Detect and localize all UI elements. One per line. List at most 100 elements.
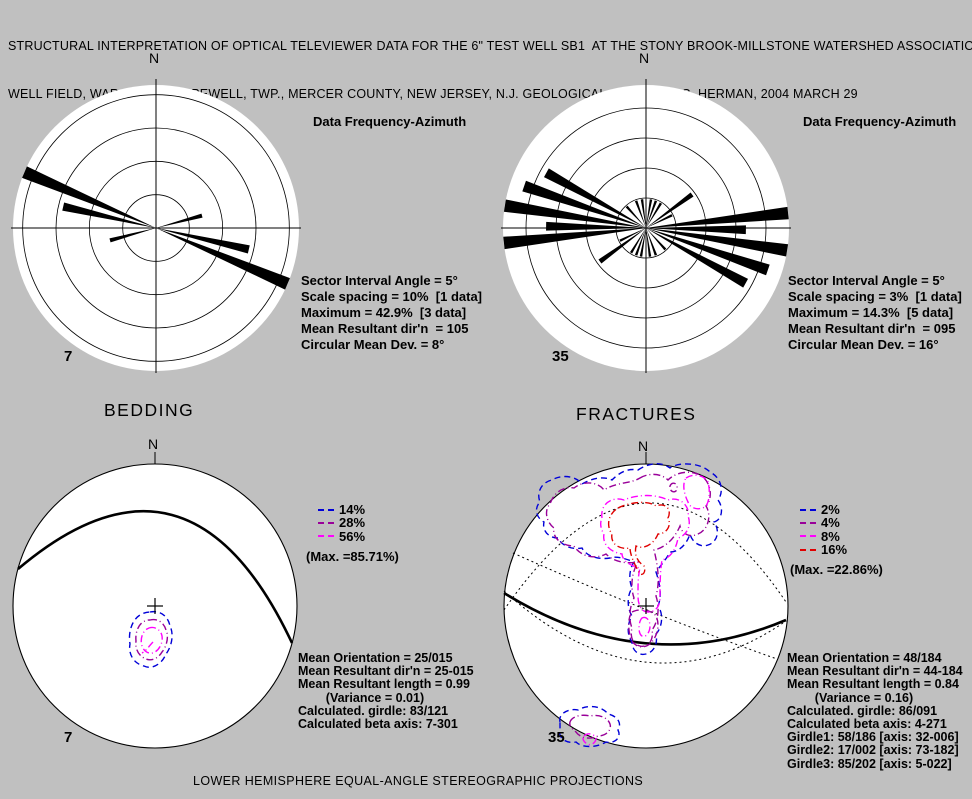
stat-line: Maximum = 14.3% [5 data]: [788, 305, 954, 320]
density-contour: [559, 705, 621, 748]
stat-line: Maximum = 42.9% [3 data]: [301, 305, 467, 320]
contour-dash-swatch: [318, 508, 334, 511]
rose-petal: [646, 200, 658, 228]
stat-line: Circular Mean Dev. = 8°: [301, 337, 445, 352]
density-contour: [135, 618, 169, 661]
legend-label: 14%: [339, 502, 366, 518]
rose-bedding-count: 7: [64, 348, 73, 365]
rose-petal: [646, 206, 789, 228]
density-contour: [582, 733, 597, 746]
density-contour: [128, 610, 173, 668]
rose-fractures-plot: [501, 79, 791, 373]
footer-caption: LOWER HEMISPHERE EQUAL-ANGLE STEREOGRAPH…: [193, 774, 644, 788]
density-contour: [545, 471, 711, 647]
stereonet-fractures-max-label: (Max. =22.86%): [790, 562, 883, 577]
legend-row: 8%: [800, 528, 847, 544]
stereonet-bedding-north-label: N: [148, 436, 159, 452]
rose-petal: [598, 228, 646, 264]
rose-petal: [646, 192, 694, 228]
rose-fractures-count: 35: [552, 348, 569, 365]
rose-petal: [22, 166, 156, 228]
stat-line: Sector Interval Angle = 5°: [301, 273, 458, 288]
legend-row: 28%: [318, 515, 365, 530]
rose-petal: [646, 228, 652, 257]
rose-petal: [543, 168, 646, 228]
density-contour: [599, 494, 690, 613]
stat-line: Scale spacing = 10% [1 data]: [301, 289, 482, 304]
stereonet-fractures-plot: [503, 452, 789, 749]
section-label-fractures: FRACTURES: [576, 404, 697, 424]
stat-line: Mean Resultant dir'n = 105: [301, 321, 469, 336]
rose-petal: [646, 228, 749, 288]
stat-line: Mean Resultant dir'n = 095: [788, 321, 956, 336]
rose-petal: [625, 205, 646, 228]
rose-petal: [646, 228, 658, 256]
stat-line: Girdle2: 17/002 [axis: 73-182]: [787, 743, 959, 758]
great-circle: [503, 591, 787, 646]
stat-line: Mean Orientation = 25/015: [298, 651, 453, 665]
stat-line: Mean Resultant dir'n = 44-184: [787, 664, 963, 679]
stat-line: Calculated. girdle: 83/121: [298, 703, 449, 718]
stat-line: Calculated beta axis: 4-271: [787, 717, 947, 732]
stat-line: Sector Interval Angle = 5°: [788, 273, 945, 288]
density-contour: [141, 641, 154, 654]
rose-petal: [503, 228, 646, 250]
figure-title: STRUCTURAL INTERPRETATION OF OPTICAL TEL…: [8, 6, 972, 134]
rose-petal: [634, 200, 646, 228]
stereonet-fractures-stats: Mean Orientation = 48/184 Mean Resultant …: [787, 651, 963, 771]
rose-petal: [634, 228, 646, 256]
rose-petal: [639, 228, 646, 257]
rose-bedding-north-label: N: [149, 50, 160, 66]
rose-petal: [109, 228, 156, 243]
contour-dash-swatch: [318, 521, 334, 524]
rose-petal: [646, 228, 770, 276]
legend-label: 4%: [821, 515, 840, 531]
rose-petal: [646, 202, 663, 228]
rose-petal: [156, 213, 203, 228]
legend-label: 2%: [821, 502, 840, 518]
rose-fractures-north-label: N: [639, 50, 650, 66]
density-contour: [627, 609, 659, 648]
section-label-bedding: BEDDING: [104, 400, 195, 420]
legend-row: 14%: [318, 502, 366, 518]
great-circle: [17, 510, 294, 644]
contour-dash-swatch: [318, 535, 334, 538]
stat-line: Mean Resultant length = 0.99: [298, 677, 470, 692]
stat-line: Circular Mean Dev. = 16°: [788, 337, 939, 352]
rose-petal: [646, 228, 667, 251]
stereonet-bedding-max-label: (Max. =85.71%): [306, 549, 399, 564]
stereonet-fractures-count: 35: [548, 729, 565, 746]
density-contour: [669, 482, 678, 493]
rose-petal: [640, 199, 646, 228]
legend-row: 56%: [318, 528, 366, 544]
contour-dash-swatch: [800, 548, 816, 551]
legend-row: 16%: [800, 542, 848, 558]
rose-bedding-title: Data Frequency-Azimuth: [313, 114, 467, 129]
rose-petal: [619, 228, 646, 242]
rose-petal: [503, 199, 646, 228]
rose-fractures-title: Data Frequency-Azimuth: [803, 114, 957, 129]
density-contour: [683, 474, 711, 510]
stereonet-bedding-plot: [12, 452, 298, 749]
stereonet-bedding-stats: Mean Orientation = 25/015 Mean Resultant …: [298, 651, 474, 731]
rose-petal: [646, 199, 653, 228]
rose-petal: [156, 228, 290, 290]
legend-label: 16%: [821, 542, 848, 558]
rose-petal: [62, 202, 156, 228]
stat-line: Mean Resultant dir'n = 25-015: [298, 664, 474, 679]
legend-label: 56%: [339, 528, 366, 544]
rose-petal: [546, 221, 646, 231]
legend-label: 8%: [821, 528, 840, 544]
great-circle: [503, 590, 787, 664]
rose-fractures-stats: Sector Interval Angle = 5° Scale spacing …: [788, 273, 962, 353]
rose-bedding-plot: [11, 79, 301, 373]
contour-dash-swatch: [800, 535, 816, 538]
stereonet-fractures-legend: 2% 4% 8% 16%: [800, 502, 848, 558]
title-line-1: STRUCTURAL INTERPRETATION OF OPTICAL TEL…: [8, 39, 972, 53]
stat-line: (Variance = 0.16): [787, 690, 914, 705]
stat-line: Girdle3: 85/202 [axis: 5-022]: [787, 756, 952, 771]
legend-row: 2%: [800, 502, 847, 518]
stereonet-fractures-north-label: N: [638, 438, 649, 454]
stat-line: Scale spacing = 3% [1 data]: [788, 289, 962, 304]
